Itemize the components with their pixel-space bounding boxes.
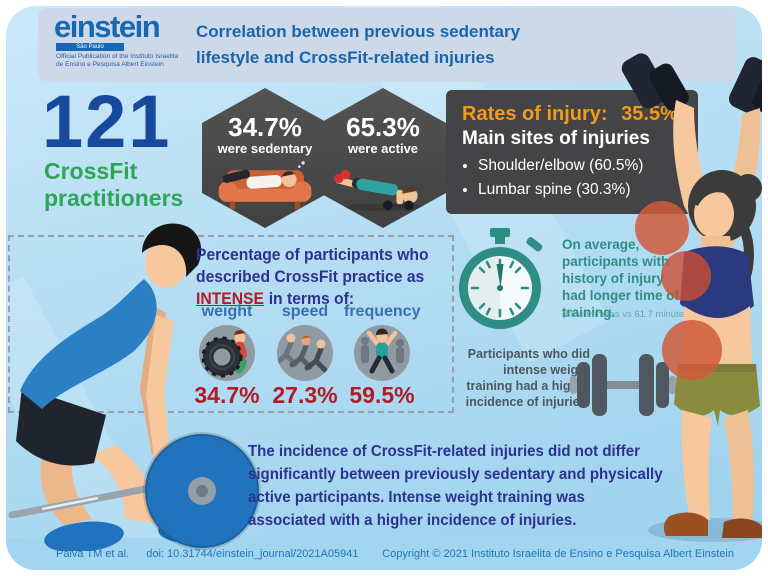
intensity-column-frequency: frequency 59.5% [344, 303, 420, 407]
intensity-heading: Percentage of participants who described… [196, 244, 429, 310]
active-value: 65.3% [346, 112, 420, 142]
copyright-text: Copyright © 2021 Instituto Israelita de … [382, 548, 734, 560]
infographic-title: Correlation between previous sedentary l… [196, 19, 520, 71]
frequency-value: 59.5% [349, 382, 415, 408]
sedentary-hexagon: 34.7% were sedentary [202, 88, 328, 228]
speed-label: speed [281, 303, 329, 320]
injury-sites-title: Main sites of injuries [462, 128, 650, 149]
title-line-1: Correlation between previous sedentary [196, 22, 521, 41]
weight-label: weight [201, 303, 253, 320]
crossfit-woman-illustration [618, 38, 762, 551]
intensity-heading-line-1: Percentage of participants who [196, 246, 429, 264]
intensity-heading-line-3: INTENSE in terms of: [196, 288, 429, 310]
pushup-person-icon [333, 169, 424, 212]
stopwatch-icon [440, 222, 560, 341]
participant-count: 121 [42, 80, 172, 163]
citation-group: Paiva TM et al. doi: 10.31744/einstein_j… [56, 548, 358, 560]
title-line-2: lifestyle and CrossFit-related injuries [196, 48, 495, 67]
frequency-label: frequency [344, 303, 421, 320]
running-group-icon [277, 325, 333, 381]
logo-tagline-line-2: de Ensino e Pesquisa Albert Einstein [56, 61, 164, 68]
logo-region-bar: São Paulo [56, 43, 124, 51]
intensity-emphasis: INTENSE [196, 290, 264, 308]
intensity-column-speed: speed 27.3% [267, 303, 343, 407]
conclusion-text: The incidence of CrossFit-related injuri… [248, 440, 663, 532]
speed-value: 27.3% [272, 382, 338, 408]
active-label: were active [347, 141, 419, 156]
conclusion-line-2: significantly between previously sedenta… [248, 466, 663, 483]
doi-text: doi: 10.31744/einstein_journal/2021A0594… [146, 548, 359, 560]
sleeping-person-couch-icon [218, 161, 312, 210]
intensity-section-border [8, 235, 454, 413]
deadlift-man-illustration [6, 219, 274, 556]
sedentary-value: 34.7% [228, 112, 302, 142]
injury-sites-list: Shoulder/elbow (60.5%) Lumbar spine (30.… [462, 154, 682, 202]
injury-rates-panel: Rates of injury: 35.5% Main sites of inj… [446, 90, 698, 214]
weight-training-note: Participants who did intense weight trai… [465, 347, 590, 409]
citation-text: Paiva TM et al. [56, 548, 130, 560]
conclusion-line-3: active participants. Intense weight trai… [248, 489, 585, 506]
logo-wordmark: einstein [54, 9, 161, 44]
intensity-heading-line-2: described CrossFit practice as [196, 268, 425, 286]
conclusion-line-4: associated with a higher incidence of in… [248, 512, 577, 529]
footer-bar: Paiva TM et al. doi: 10.31744/einstein_j… [6, 538, 762, 570]
infographic-panel: einstein São Paulo Official Publication … [6, 6, 762, 570]
rates-of-injury: Rates of injury: 35.5% [462, 102, 682, 126]
rates-of-injury-label: Rates of injury: [462, 103, 608, 125]
sedentary-label: were sedentary [217, 141, 313, 156]
intensity-column-weight: weight 34.7% [189, 303, 265, 407]
conclusion-line-1: The incidence of CrossFit-related injuri… [248, 443, 640, 460]
intensity-suffix: in terms of: [268, 290, 355, 308]
participant-label: CrossFit practitioners [44, 158, 184, 211]
training-time-text: On average, participants with history of… [562, 237, 680, 320]
gray-dumbbell-icon [568, 348, 678, 427]
jumping-group-icon [354, 325, 410, 381]
injury-site-item: Lumbar spine (30.3%) [478, 178, 682, 202]
rates-of-injury-value: 35.5% [621, 103, 678, 125]
einstein-logo: einstein São Paulo Official Publication … [54, 9, 194, 69]
logo-region-label: São Paulo [76, 44, 104, 50]
logo-tagline-line-1: Official Publication of the Instituto Is… [56, 53, 179, 60]
header-band [38, 8, 736, 82]
weight-value: 34.7% [194, 382, 260, 408]
training-time-detail: (68.4 minutes vs 61.7 minutes) [562, 309, 692, 320]
injury-site-item: Shoulder/elbow (60.5%) [478, 154, 682, 178]
tire-flip-icon [199, 325, 255, 381]
